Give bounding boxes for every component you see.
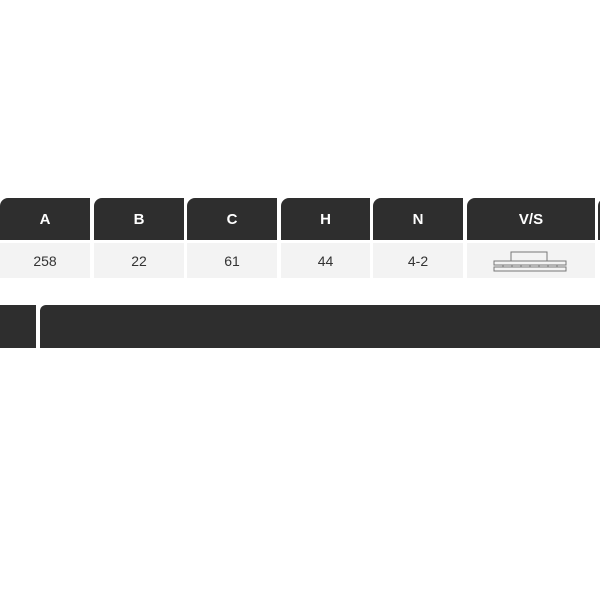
cell-n: 4-2 xyxy=(373,243,463,278)
cell-h: 44 xyxy=(281,243,370,278)
header-b: B xyxy=(94,198,184,240)
cell-c: 61 xyxy=(187,243,277,278)
header-n: N xyxy=(373,198,463,240)
header-h: H xyxy=(281,198,370,240)
cell-vs xyxy=(467,243,595,278)
vented-disc-icon xyxy=(493,251,567,271)
cell-b: 22 xyxy=(94,243,184,278)
bottom-bar-main xyxy=(40,305,600,348)
header-c: C xyxy=(187,198,277,240)
cell-a: 258 xyxy=(0,243,90,278)
header-extra xyxy=(598,198,600,240)
bottom-bar-left xyxy=(0,305,36,348)
header-vs: V/S xyxy=(467,198,595,240)
header-a: A xyxy=(0,198,90,240)
